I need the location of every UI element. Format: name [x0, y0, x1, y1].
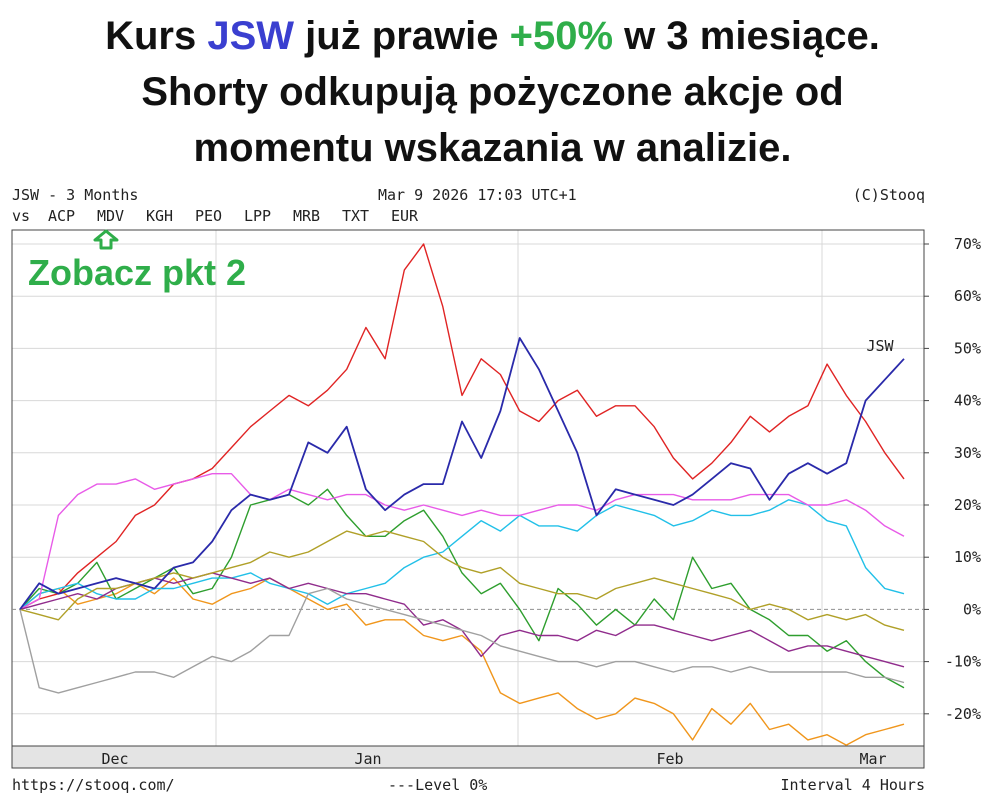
headline-text: już prawie: [294, 14, 510, 58]
chart-copyright: (C)Stooq: [853, 186, 925, 204]
x-tick-label: Jan: [354, 750, 381, 768]
callout-text: Zobacz pkt 2: [28, 252, 247, 293]
series-line-kgh: [19, 243, 905, 611]
chart-title: JSW - 3 Months: [12, 186, 138, 204]
series-line-eur: [19, 587, 905, 694]
x-tick-label: Feb: [656, 750, 683, 768]
series-line-jsw: [19, 337, 905, 610]
series-line-lpp: [19, 473, 905, 611]
y-tick-label: 10%: [954, 548, 981, 566]
legend-item-mdv[interactable]: MDV: [97, 207, 124, 225]
y-axis-labels: 70% 60% 50% 40% 30% 20% 10% 0% -10% -20%: [924, 235, 981, 723]
x-axis-labels: Dec Jan Feb Mar: [101, 750, 886, 768]
chart-legend: vs ACP MDV KGH PEO LPP MRB TXT EUR: [12, 207, 419, 225]
headline-text: w 3 miesiące.: [613, 14, 880, 58]
legend-item-acp[interactable]: ACP: [48, 207, 75, 225]
legend-vs-label: vs: [12, 207, 30, 225]
arrow-up-outline-icon: [93, 229, 119, 250]
x-axis-band: [11, 745, 925, 769]
chart-timestamp: Mar 9 2026 17:03 UTC+1: [378, 186, 577, 204]
headline-percent: +50%: [509, 14, 614, 58]
series-line-acp: [19, 577, 905, 746]
x-tick-label: Mar: [859, 750, 886, 768]
headline-ticker: JSW: [207, 14, 295, 58]
legend-item-eur[interactable]: EUR: [391, 207, 419, 225]
legend-item-peo[interactable]: PEO: [195, 207, 222, 225]
x-tick-label: Dec: [101, 750, 128, 768]
y-tick-label: -10%: [945, 653, 981, 671]
headline-text: Kurs: [105, 14, 208, 58]
headline: Kurs JSW już prawie +50% w 3 miesiące. S…: [0, 0, 985, 176]
level-legend: ---Level 0%: [388, 776, 487, 794]
y-tick-label: 50%: [954, 339, 981, 357]
headline-line-3: momentu wskazania w analizie.: [193, 126, 792, 170]
y-tick-label: 30%: [954, 444, 981, 462]
legend-item-kgh[interactable]: KGH: [146, 207, 173, 225]
series-line-mdv: [19, 488, 905, 689]
headline-line-2: Shorty odkupują pożyczone akcje od: [141, 70, 844, 114]
y-tick-label: -20%: [945, 705, 981, 723]
headline-line-1: Kurs JSW już prawie +50% w 3 miesiące.: [0, 8, 985, 64]
series-line-peo: [19, 499, 905, 610]
plot-frame: [11, 229, 925, 747]
series-end-label: JSW: [866, 337, 894, 355]
y-tick-label: 40%: [954, 392, 981, 410]
y-tick-label: 60%: [954, 287, 981, 305]
y-tick-label: 20%: [954, 496, 981, 514]
chart-series: JSW: [19, 243, 905, 746]
source-url: https://stooq.com/: [12, 776, 175, 794]
legend-item-lpp[interactable]: LPP: [244, 207, 271, 225]
legend-item-mrb[interactable]: MRB: [293, 207, 320, 225]
y-tick-label: 70%: [954, 235, 981, 253]
series-line-txt: [19, 530, 905, 631]
legend-item-txt[interactable]: TXT: [342, 207, 369, 225]
interval-label: Interval 4 Hours: [781, 776, 926, 794]
chart-grid: [12, 230, 924, 768]
series-line-mrb: [19, 572, 905, 668]
y-tick-label: 0%: [963, 600, 981, 618]
